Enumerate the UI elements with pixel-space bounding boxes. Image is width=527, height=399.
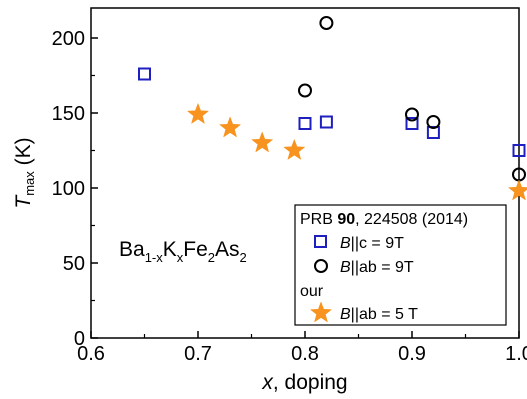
data-point-star — [251, 131, 274, 153]
legend-marker-star — [309, 301, 333, 323]
axis-ticks — [90, 37, 520, 339]
y-tick-label: 0 — [74, 328, 85, 350]
legend-label-b-ab-9t: B||ab = 9T — [340, 259, 414, 276]
y-tick-label: 50 — [63, 253, 85, 275]
data-point-star — [283, 138, 306, 160]
legend-marker-circle — [314, 259, 328, 273]
x-axis-title: x, doping — [261, 371, 347, 394]
y-tick-labels: 0 50 100 150 200 — [52, 28, 85, 350]
data-point-star — [507, 179, 527, 201]
data-markers — [138, 16, 527, 201]
legend-label-b-ab-5t: B||ab = 5 T — [340, 306, 418, 323]
data-point-star — [218, 116, 242, 138]
x-tick-label: 1.0 — [505, 343, 527, 365]
legend: PRB 90, 224508 (2014) B||c = 9T B||ab = … — [294, 204, 507, 326]
data-point-star — [186, 102, 210, 124]
data-point-square — [512, 144, 526, 157]
y-tick-label: 150 — [52, 103, 85, 125]
data-point-circle — [298, 83, 312, 98]
legend-box — [294, 204, 507, 326]
data-point-square — [405, 117, 419, 130]
x-tick-label: 0.9 — [398, 343, 426, 365]
y-axis-title: Tmax (K) — [12, 137, 37, 208]
data-point-square — [298, 117, 312, 130]
x-tick-labels: 0.6 0.7 0.8 0.9 1.0 — [77, 343, 527, 365]
x-tick-label: 0.6 — [77, 343, 105, 365]
data-point-circle — [319, 16, 334, 30]
legend-label-b-c-9t: B||c = 9T — [340, 235, 404, 252]
data-point-square — [138, 67, 151, 81]
y-tick-label: 200 — [52, 28, 85, 50]
data-point-circle — [405, 107, 419, 122]
legend-group-label: our — [300, 283, 324, 300]
x-tick-label: 0.8 — [291, 343, 319, 365]
legend-marker-square — [314, 235, 327, 248]
legend-star-shape — [309, 301, 333, 323]
data-point-square — [319, 115, 333, 129]
y-tick-label: 100 — [52, 178, 85, 200]
x-tick-label: 0.7 — [184, 343, 212, 365]
data-point-circle — [426, 115, 441, 129]
legend-reference: PRB 90, 224508 (2014) — [300, 211, 468, 228]
compound-formula: Ba1-xKxFe2As2 — [119, 238, 247, 265]
